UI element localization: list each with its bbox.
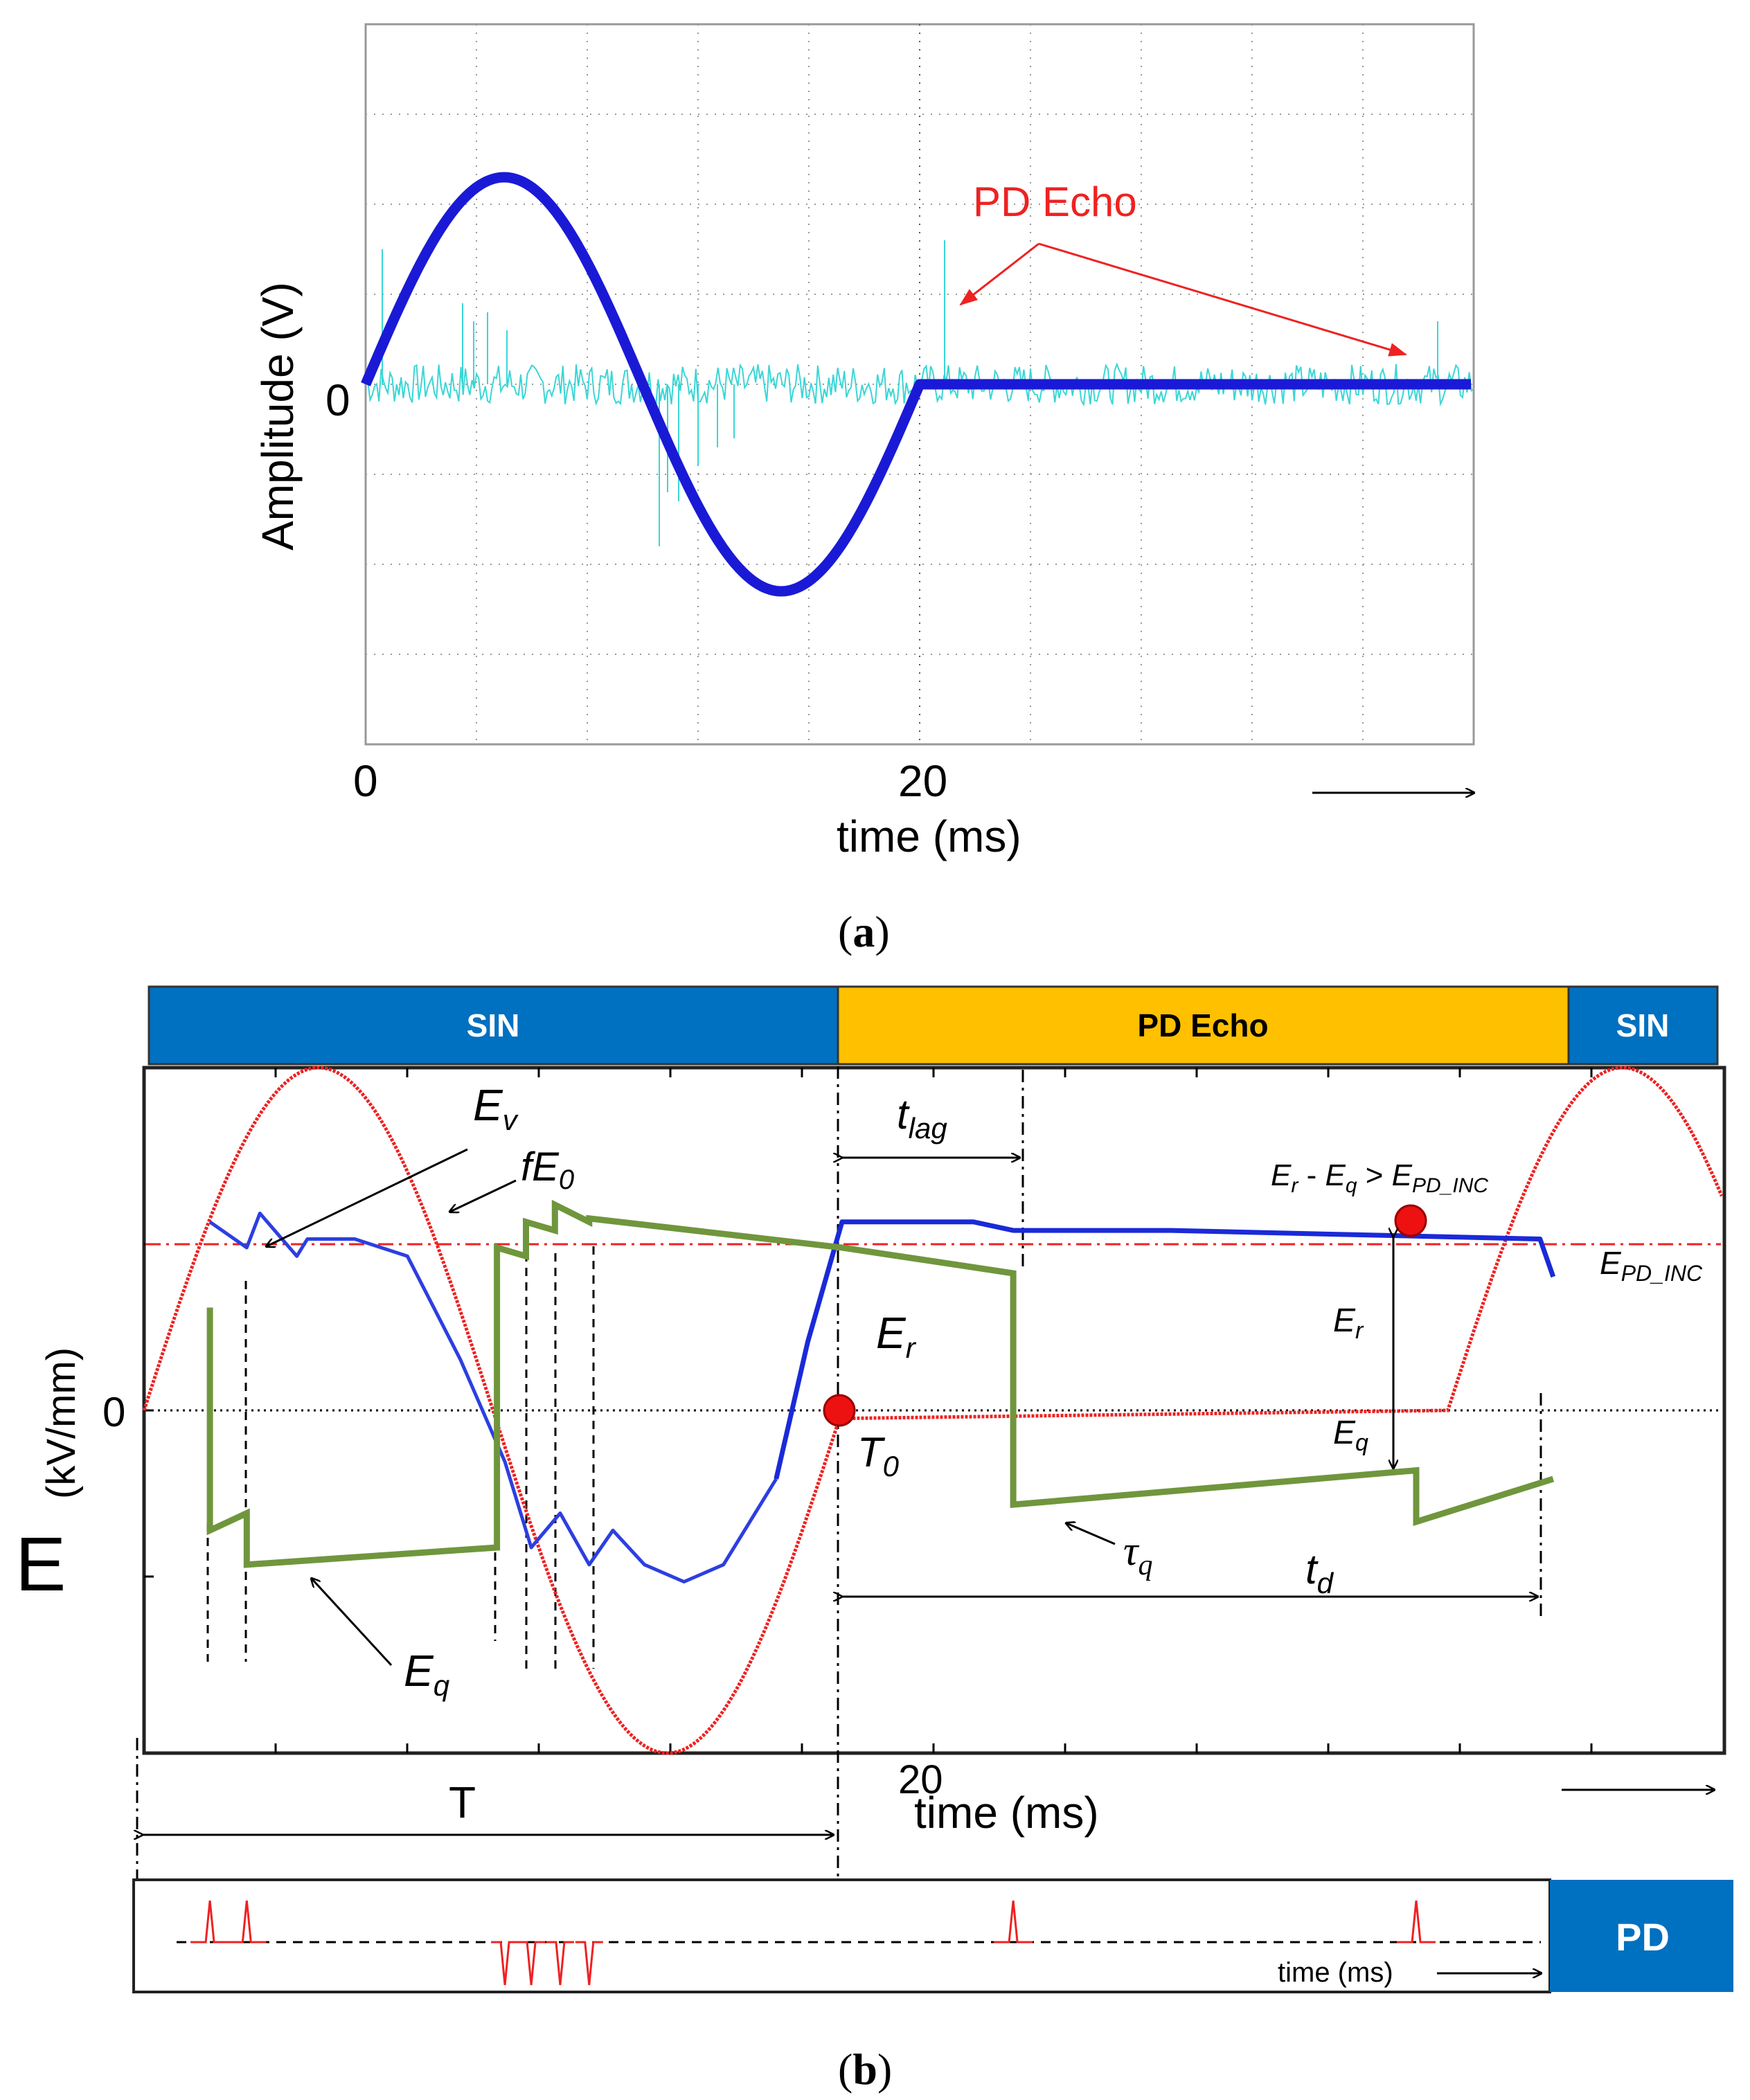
pd-pulse-positive <box>1397 1900 1436 1944</box>
pd-box-label: PD <box>1616 1915 1670 1959</box>
y-axis-label-big: E <box>15 1522 66 1607</box>
label-T: T <box>449 1777 476 1827</box>
label-fe0: fE0 <box>521 1145 574 1195</box>
label-tauq: τq <box>1123 1528 1152 1581</box>
sin-series <box>361 172 1474 597</box>
condition-marker <box>1394 1204 1427 1237</box>
charge-field-series <box>206 1199 1555 1568</box>
y-tick-0-a: 0 <box>325 375 350 425</box>
y-axis-label-a: Amplitude (V) <box>253 282 303 550</box>
label-t0: T0 <box>857 1429 900 1482</box>
y-tick-0-b: 0 <box>102 1389 125 1435</box>
label-tlag: tlag <box>897 1091 947 1145</box>
ev-pointer <box>267 1148 468 1246</box>
fe0-pointer <box>450 1179 517 1212</box>
phase-sin-left-label: SIN <box>467 1007 520 1043</box>
void-field-series <box>208 1211 778 1583</box>
tauq-pointer <box>1066 1523 1116 1545</box>
panel-a: 0 Amplitude (V) 0 20 time (ms) PD Echo (… <box>253 23 1474 956</box>
pd-pulses <box>190 1900 1436 1986</box>
x-axis-label-b: time (ms) <box>914 1788 1099 1838</box>
phase-sin-left <box>148 985 839 1066</box>
x-tick-0-a: 0 <box>353 756 378 806</box>
void-field-series-decay <box>774 1219 1556 1480</box>
pd-pulse-positive <box>190 1900 230 1944</box>
pd-strip-time-label: time (ms) <box>1278 1957 1393 1988</box>
applied-field-series <box>142 1066 1724 1755</box>
label-eq: Eq <box>404 1646 450 1702</box>
pd-pulse-negative <box>546 1941 574 1986</box>
pd-echo-annotation: PD Echo <box>973 179 1137 225</box>
y-axis-units: (kV/mm) <box>39 1347 84 1499</box>
label-eq-arrow: Eq <box>1333 1415 1368 1456</box>
pd-pulse-negative <box>575 1941 603 1986</box>
pd-strip <box>132 1878 1551 1993</box>
caption-a: (a) <box>838 907 890 956</box>
pd-pulse-negative <box>517 1941 546 1986</box>
phase-sin-right <box>1567 985 1719 1066</box>
panel-b: SIN PD Echo SIN <box>15 985 1733 2094</box>
pd-echo-arrow-1 <box>959 242 1039 306</box>
phase-pd-echo <box>837 985 1570 1066</box>
label-condition: Er - Eq > EPD_INC <box>1271 1158 1488 1197</box>
pd-pulse-positive <box>994 1900 1033 1944</box>
label-er-arrow: Er <box>1333 1302 1364 1344</box>
pd-pulse-positive <box>227 1900 267 1944</box>
eq-pointer <box>312 1579 393 1667</box>
label-ev: Ev <box>473 1080 519 1136</box>
x-tick-20-b: 20 <box>898 1757 943 1802</box>
pd-box <box>1550 1880 1733 1992</box>
label-er: Er <box>876 1308 917 1364</box>
x-tick-20-a: 20 <box>898 756 947 806</box>
ticks-b <box>144 1068 1593 1753</box>
phase-sin-right-label: SIN <box>1616 1007 1670 1043</box>
pd-pulse-negative <box>491 1941 519 1986</box>
label-td: td <box>1305 1546 1334 1599</box>
pd-echo-arrow-2 <box>1038 242 1407 357</box>
caption-b: (b) <box>838 2045 892 2094</box>
phase-pd-echo-label: PD Echo <box>1137 1007 1268 1043</box>
label-epd-inc: EPD_INC <box>1600 1245 1703 1286</box>
x-axis-label-a: time (ms) <box>837 811 1021 861</box>
t0-marker <box>823 1394 856 1427</box>
